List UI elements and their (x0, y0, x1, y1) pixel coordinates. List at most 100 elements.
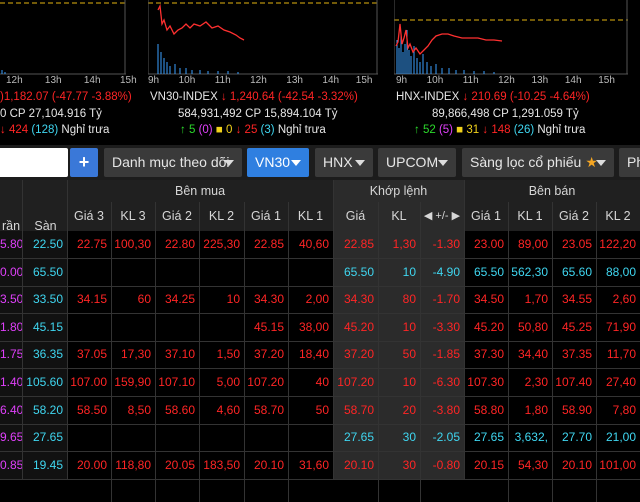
ask-group-header: Bên bán (528, 184, 576, 198)
index-chart-1[interactable] (0, 0, 126, 88)
bid-price-3-cell (67, 314, 111, 341)
bid-vol-2-cell (199, 314, 244, 341)
col-change-header[interactable]: ◀ +/- ▶ (420, 202, 464, 231)
table-row[interactable]: 9.65 27.65 27.65 30 -2.05 27.65 3,632, 27.70 21,… (0, 424, 640, 451)
col-ask-vol2-header[interactable]: KL 2 (605, 209, 631, 223)
chevron-down-icon (224, 160, 234, 166)
match-change-cell: -3.80 (432, 402, 460, 417)
hnx-volume-line: 89,866,498 CP 1,291.059 Tỷ (432, 108, 579, 120)
chevron-down-icon (291, 160, 301, 166)
bid-vol-1-cell (288, 424, 333, 451)
bid-vol-2-cell (199, 424, 244, 451)
match-price-cell: 22.85 (343, 237, 374, 251)
vn30-breadth-line: ↑ 5 (0) ■ 0 ↓ 25 (3) Nghỉ trưa (180, 124, 326, 136)
bid-vol-3-cell: 159,90 (114, 375, 151, 389)
filter-label: Sàng lọc cổ phiếu (470, 154, 582, 170)
table-row[interactable]: 0.00 65.50 65.50 10 -4.90 65.50 562,30 65.60 88,… (0, 259, 640, 286)
bid-price-3-cell (67, 424, 111, 451)
bid-price-1-cell: 20.10 (253, 457, 284, 472)
ask-price-1-cell: 27.65 (473, 430, 504, 445)
bid-vol-1-cell (288, 259, 333, 286)
ask-vol-1-cell: 1,80 (524, 402, 548, 417)
match-change-cell: -1.30 (432, 237, 460, 251)
bid-price-1-cell: 58.70 (253, 402, 284, 417)
chevron-down-icon (438, 160, 448, 166)
col-bid-vol2-header[interactable]: KL 2 (208, 209, 235, 223)
col-bid-vol1-header[interactable]: KL 1 (297, 209, 324, 223)
match-change-cell: -3.30 (432, 319, 460, 334)
table-row[interactable]: 1.75 36.35 37.05 17,30 37.10 1,50 37.20 18,40 37… (0, 341, 640, 368)
table-row[interactable]: 0.85 19.45 20.00 118,80 20.05 183,50 20.10 31,6… (0, 452, 640, 479)
bid-vol-1-cell: 31,60 (298, 457, 329, 472)
ask-vol-2-cell: 122,20 (599, 237, 636, 251)
index-panels: 12h 13h 14h 15h 9h (0, 0, 640, 145)
bid-price-3-cell: 58.50 (76, 402, 107, 417)
col-bid-price1-header[interactable]: Giá 1 (251, 209, 281, 223)
col-ask-vol1-header[interactable]: KL 1 (517, 209, 543, 223)
hnx-label: HNX (323, 154, 353, 170)
ceiling-price-cell: 1.75 (0, 347, 22, 362)
ask-vol-2-cell: 27,40 (605, 375, 636, 389)
stock-filter-button[interactable]: Sàng lọc cổ phiếu ★ (462, 148, 614, 177)
hnx-breadth-line: ↑ 52 (5) ■ 31 ↓ 148 (26) Nghỉ trưa (414, 124, 586, 136)
bid-vol-3-cell: 100,30 (114, 237, 151, 251)
bid-vol-3-cell: 8,50 (127, 402, 151, 417)
ask-vol-2-cell: 88,00 (605, 264, 636, 279)
add-stock-button[interactable]: + (70, 148, 98, 177)
bid-price-1-cell (244, 259, 288, 286)
bid-vol-2-cell: 183,50 (203, 457, 240, 472)
bid-price-1-cell: 37.20 (253, 347, 284, 362)
ask-vol-1-cell: 562,30 (511, 264, 548, 279)
down-arrow-icon: ↓ (220, 91, 227, 103)
index-chart-vn30[interactable] (148, 0, 378, 88)
match-change-cell: -0.80 (432, 457, 460, 472)
watchlist-label: Danh mục theo dõi (112, 154, 230, 170)
vn30-dropdown[interactable]: VN30 (247, 148, 309, 177)
upcom-dropdown[interactable]: UPCOM (378, 148, 456, 177)
table-row[interactable]: 1.80 45.15 45.15 38,00 45.20 10 -3.30 45.20 50,8… (0, 314, 640, 341)
bid-price-3-cell: 20.00 (76, 457, 107, 472)
floor-price-cell: 19.45 (32, 457, 63, 472)
col-ask-price1-header[interactable]: Giá 1 (471, 209, 501, 223)
vnindex-volume-line: 0 CP 27,104.916 Tỷ (0, 108, 102, 120)
ask-vol-1-cell: 3,632, (514, 430, 548, 445)
index-chart-hnx[interactable] (394, 0, 628, 88)
ask-vol-2-cell: 2,60 (612, 292, 636, 307)
down-arrow-icon: ↓ (0, 124, 6, 136)
hnx-value-line: HNX-INDEX ↓ 210.69 (-10.25 -4.64%) (396, 91, 590, 103)
floor-price-cell: 105.60 (26, 375, 63, 389)
ceiling-price-cell: 1.40 (0, 375, 22, 389)
col-bid-price2-header[interactable]: Giá 2 (162, 209, 192, 223)
col-match-vol-header[interactable]: KL (378, 202, 420, 231)
hnx-dropdown[interactable]: HNX (315, 148, 373, 177)
vnindex-value-line: )1,182.07 (-47.77 -3.88%) (0, 91, 132, 103)
price-board-table: Bên mua Khớp lệnh Bên bán rần Sàn Giá 3 … (0, 180, 640, 502)
table-row[interactable]: 1.40 105.60 107.00 159,90 107.10 5,00 107.20 40… (0, 369, 640, 396)
down-arrow-icon: ↓ (462, 91, 469, 103)
floor-price-cell: 33.50 (32, 292, 63, 307)
stock-search-input[interactable] (0, 148, 68, 177)
up-arrow-icon: ↑ (414, 124, 420, 136)
col-ceiling-header[interactable]: rần (1, 219, 21, 233)
col-ask-price2-header[interactable]: Giá 2 (559, 209, 589, 223)
ceiling-price-cell: 0.00 (0, 264, 22, 279)
col-bid-price3-header[interactable]: Giá 3 (74, 209, 104, 223)
watchlist-dropdown[interactable]: Danh mục theo dõi (104, 148, 242, 177)
col-bid-vol3-header[interactable]: KL 3 (120, 209, 146, 223)
table-row[interactable]: 6.40 58.20 58.50 8,50 58.60 4,60 58.70 50 58.70 2… (0, 397, 640, 424)
col-floor-header[interactable]: Sàn (34, 219, 57, 233)
intraday-chart-hnx (394, 0, 628, 75)
bid-price-1-cell: 107.20 (247, 375, 284, 389)
bid-price-3-cell (67, 259, 111, 286)
ask-price-2-cell: 45.25 (561, 319, 592, 334)
col-match-price-header[interactable]: Giá (333, 202, 378, 231)
flat-square-icon: ■ (456, 124, 464, 136)
down-arrow-icon: ↓ (235, 124, 242, 136)
table-group-header: Bên mua Khớp lệnh Bên bán (0, 180, 640, 202)
partial-toolbar-button[interactable]: Ph (619, 148, 640, 177)
match-change-cell: -1.70 (432, 292, 460, 307)
table-row[interactable]: 5.80 22.50 22.75 100,30 22.80 225,30 22.85 40,6… (0, 231, 640, 258)
table-column-header: rần Sàn Giá 3 KL 3 Giá 2 KL 2 Giá 1 KL 1… (0, 202, 640, 233)
table-row[interactable]: 3.50 33.50 34.15 60 34.25 10 34.30 2,00 34.30 80 -… (0, 286, 640, 313)
up-arrow-icon: ↑ (180, 124, 186, 136)
